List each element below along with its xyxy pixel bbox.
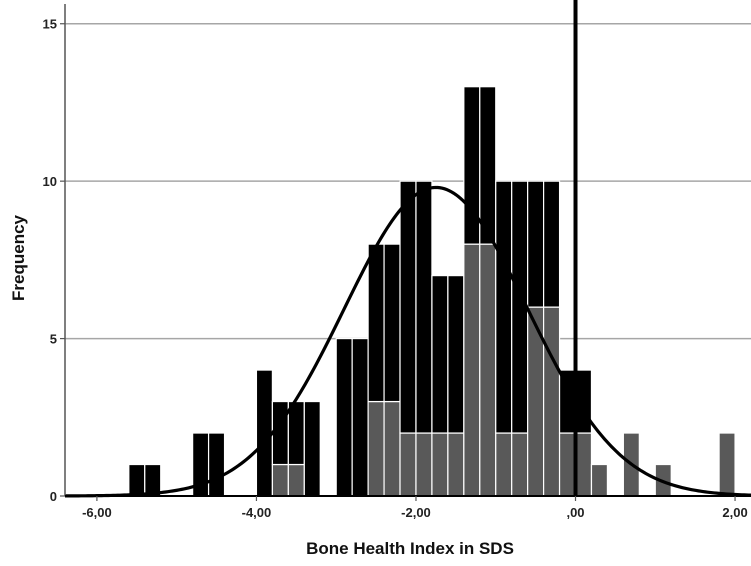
histogram-bar	[718, 432, 736, 497]
y-axis-title: Frequency	[9, 214, 28, 301]
x-axis-title: Bone Health Index in SDS	[306, 539, 514, 558]
y-tick-label: 10	[43, 174, 57, 189]
x-tick-label: -2,00	[401, 505, 431, 520]
histogram-bar	[543, 306, 561, 497]
histogram-bar	[399, 180, 417, 434]
axes	[64, 4, 751, 497]
histogram-bar	[574, 432, 593, 497]
histogram-bar	[590, 463, 609, 497]
histogram-bar	[463, 86, 481, 245]
histogram-bar	[495, 180, 513, 434]
histogram-bar	[495, 432, 513, 497]
histogram-bar	[255, 369, 273, 497]
histogram-bar	[431, 275, 449, 434]
histogram-bar	[367, 243, 385, 403]
histogram-bar	[447, 275, 465, 434]
histogram-bar	[303, 400, 321, 497]
histogram-bar	[479, 86, 497, 245]
histogram-bar	[543, 180, 561, 308]
histogram-bar	[287, 400, 305, 466]
histogram-bar	[527, 180, 545, 308]
bars	[128, 86, 736, 497]
histogram-bar	[335, 337, 353, 497]
histogram-bar	[447, 432, 465, 497]
y-tick-label: 5	[50, 332, 57, 347]
histogram-bar	[383, 400, 401, 497]
histogram-bar	[287, 463, 305, 497]
histogram-bar	[558, 432, 577, 497]
histogram-bar	[351, 337, 369, 497]
histogram-bar	[415, 180, 433, 434]
histogram-bar	[128, 463, 146, 497]
histogram-bar	[511, 432, 529, 497]
normal-curve-layer	[64, 0, 751, 498]
histogram-bar	[271, 463, 289, 497]
histogram-bar	[415, 432, 433, 497]
x-tick-label: 2,00	[722, 505, 747, 520]
histogram-bar	[207, 432, 226, 497]
histogram-bar	[271, 400, 289, 466]
y-tick-label: 0	[50, 489, 57, 504]
histogram-bar	[431, 432, 449, 497]
tick-labels: 0 5 10 15 -6,00 -4,00 -2,00 ,00 2,00	[43, 17, 748, 520]
histogram-bar	[558, 369, 577, 434]
x-tick-label: -6,00	[82, 505, 112, 520]
histogram-bar	[479, 243, 497, 497]
histogram-bar	[383, 243, 401, 403]
y-tick-label: 15	[43, 17, 57, 32]
x-tick-label: ,00	[566, 505, 584, 520]
histogram-bar	[399, 432, 417, 497]
x-tick-label: -4,00	[242, 505, 272, 520]
histogram-bar	[463, 243, 481, 497]
normal-curve	[64, 185, 751, 498]
histogram-bar	[367, 400, 385, 497]
